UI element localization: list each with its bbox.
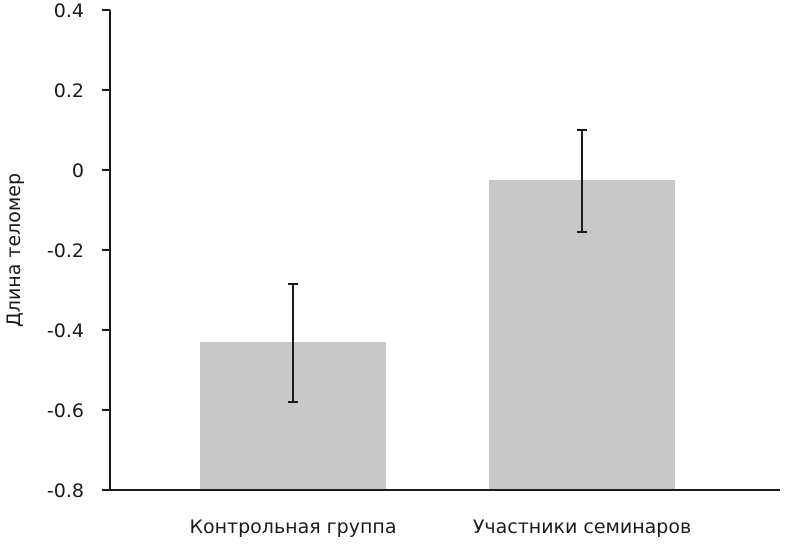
y-axis-title-group: Длина теломер [3, 173, 25, 327]
error-bars [288, 129, 587, 403]
y-tick-label: -0.8 [47, 480, 84, 502]
category-labels: Контрольная группа Участники семинаров [190, 516, 692, 538]
category-label: Контрольная группа [190, 516, 397, 538]
y-axis-title: Длина теломер [3, 173, 25, 327]
bars [200, 180, 675, 490]
y-tick-label: -0.4 [47, 320, 84, 342]
y-tick-label: -0.2 [47, 240, 84, 262]
category-label: Участники семинаров [473, 516, 691, 538]
y-tick-label: 0 [72, 160, 84, 182]
y-ticks: 0.4 0.2 0 -0.2 -0.4 -0.6 -0.8 [47, 0, 110, 502]
y-tick-label: -0.6 [47, 400, 84, 422]
y-tick-label: 0.2 [54, 80, 84, 102]
y-tick-label: 0.4 [54, 0, 84, 22]
